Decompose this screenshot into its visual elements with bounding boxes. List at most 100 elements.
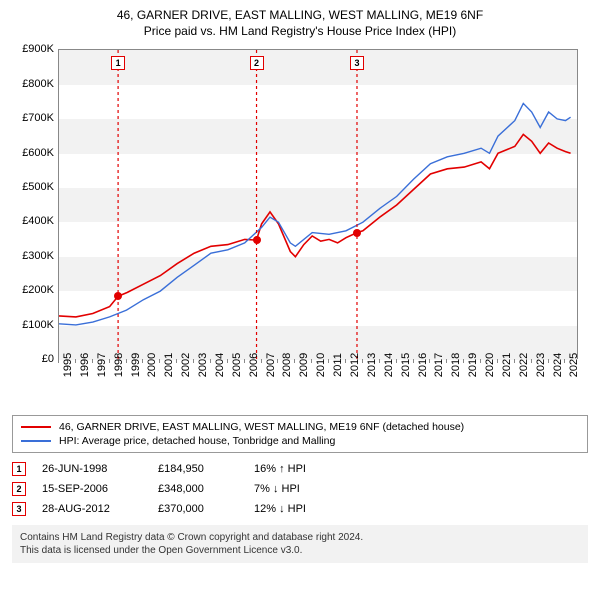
x-tick-label: 2005 <box>231 353 243 377</box>
chart-svg <box>59 50 577 358</box>
arrow-up-icon: ↑ <box>279 463 285 475</box>
x-tick-label: 2004 <box>214 353 226 377</box>
y-tick-label: £700K <box>10 112 54 124</box>
x-tick-label: 2011 <box>332 353 344 377</box>
legend-swatch-price <box>21 426 51 428</box>
series-line-hpi <box>59 104 571 326</box>
y-tick-label: £900K <box>10 43 54 55</box>
x-tick-label: 2019 <box>467 353 479 377</box>
x-tick <box>446 359 447 363</box>
footer-line-2: This data is licensed under the Open Gov… <box>20 544 580 557</box>
x-tick-label: 2021 <box>501 353 513 377</box>
x-tick-label: 2006 <box>248 353 260 377</box>
x-tick-label: 2022 <box>518 353 530 377</box>
legend-label-hpi: HPI: Average price, detached house, Tonb… <box>59 435 335 447</box>
plot-area: 1 2 3 <box>58 49 578 359</box>
y-tick-label: £600K <box>10 147 54 159</box>
x-tick <box>413 359 414 363</box>
event-row: 1 26-JUN-1998 £184,950 16% ↑ HPI <box>12 459 588 479</box>
event-row: 2 15-SEP-2006 £348,000 7% ↓ HPI <box>12 479 588 499</box>
title-block: 46, GARNER DRIVE, EAST MALLING, WEST MAL… <box>12 8 588 39</box>
x-tick <box>227 359 228 363</box>
x-tick-label: 2015 <box>400 353 412 377</box>
x-tick <box>463 359 464 363</box>
x-tick <box>109 359 110 363</box>
x-tick <box>480 359 481 363</box>
x-tick <box>75 359 76 363</box>
y-tick-label: £200K <box>10 284 54 296</box>
x-tick-label: 2009 <box>298 353 310 377</box>
legend: 46, GARNER DRIVE, EAST MALLING, WEST MAL… <box>12 415 588 453</box>
x-tick <box>429 359 430 363</box>
event-price: £370,000 <box>158 503 248 515</box>
x-tick <box>261 359 262 363</box>
event-date: 15-SEP-2006 <box>42 483 152 495</box>
x-tick <box>531 359 532 363</box>
x-tick <box>294 359 295 363</box>
event-table: 1 26-JUN-1998 £184,950 16% ↑ HPI 2 15-SE… <box>12 459 588 519</box>
event-num-box: 2 <box>12 482 26 496</box>
chart-container: 46, GARNER DRIVE, EAST MALLING, WEST MAL… <box>0 0 600 569</box>
x-tick-label: 2012 <box>349 353 361 377</box>
x-tick <box>210 359 211 363</box>
event-date: 28-AUG-2012 <box>42 503 152 515</box>
x-tick-label: 2016 <box>417 353 429 377</box>
event-price: £184,950 <box>158 463 248 475</box>
x-tick-label: 2020 <box>484 353 496 377</box>
x-tick <box>142 359 143 363</box>
event-pct: 16% ↑ HPI <box>254 463 306 475</box>
x-tick-label: 2025 <box>568 353 580 377</box>
arrow-down-icon: ↓ <box>279 503 285 515</box>
x-tick <box>514 359 515 363</box>
x-tick <box>193 359 194 363</box>
legend-swatch-hpi <box>21 440 51 442</box>
x-tick <box>548 359 549 363</box>
legend-row: HPI: Average price, detached house, Tonb… <box>21 434 579 448</box>
x-tick <box>379 359 380 363</box>
x-tick-label: 2008 <box>281 353 293 377</box>
x-tick-label: 2013 <box>366 353 378 377</box>
x-tick <box>92 359 93 363</box>
x-tick <box>345 359 346 363</box>
x-tick <box>564 359 565 363</box>
x-tick-label: 2000 <box>146 353 158 377</box>
x-tick <box>497 359 498 363</box>
title-line-2: Price paid vs. HM Land Registry's House … <box>12 24 588 40</box>
event-num: 1 <box>16 464 21 474</box>
x-tick <box>328 359 329 363</box>
y-tick-label: £800K <box>10 78 54 90</box>
event-num-box: 3 <box>12 502 26 516</box>
y-tick-label: £300K <box>10 250 54 262</box>
x-tick-label: 2024 <box>552 353 564 377</box>
x-tick <box>244 359 245 363</box>
y-tick-label: £400K <box>10 215 54 227</box>
event-num-box: 2 <box>250 56 264 70</box>
event-num: 2 <box>16 484 21 494</box>
legend-label-price: 46, GARNER DRIVE, EAST MALLING, WEST MAL… <box>59 421 464 433</box>
x-tick <box>311 359 312 363</box>
x-tick-label: 2014 <box>383 353 395 377</box>
event-dot <box>114 292 122 300</box>
footer: Contains HM Land Registry data © Crown c… <box>12 525 588 563</box>
event-num-box: 1 <box>111 56 125 70</box>
event-pct: 7% ↓ HPI <box>254 483 300 495</box>
x-tick-label: 2003 <box>197 353 209 377</box>
x-tick <box>362 359 363 363</box>
x-tick-label: 2017 <box>433 353 445 377</box>
x-tick <box>159 359 160 363</box>
x-tick-label: 2023 <box>535 353 547 377</box>
y-tick-label: £500K <box>10 181 54 193</box>
event-price: £348,000 <box>158 483 248 495</box>
x-tick <box>176 359 177 363</box>
x-tick-label: 2010 <box>315 353 327 377</box>
x-tick-label: 2018 <box>450 353 462 377</box>
x-tick-label: 2002 <box>180 353 192 377</box>
footer-line-1: Contains HM Land Registry data © Crown c… <box>20 531 580 544</box>
y-tick-label: £0 <box>10 353 54 365</box>
arrow-down-icon: ↓ <box>273 483 279 495</box>
event-num-box: 3 <box>350 56 364 70</box>
x-tick-label: 1997 <box>96 353 108 377</box>
event-date: 26-JUN-1998 <box>42 463 152 475</box>
x-tick-label: 1995 <box>62 353 74 377</box>
x-tick-label: 1996 <box>79 353 91 377</box>
